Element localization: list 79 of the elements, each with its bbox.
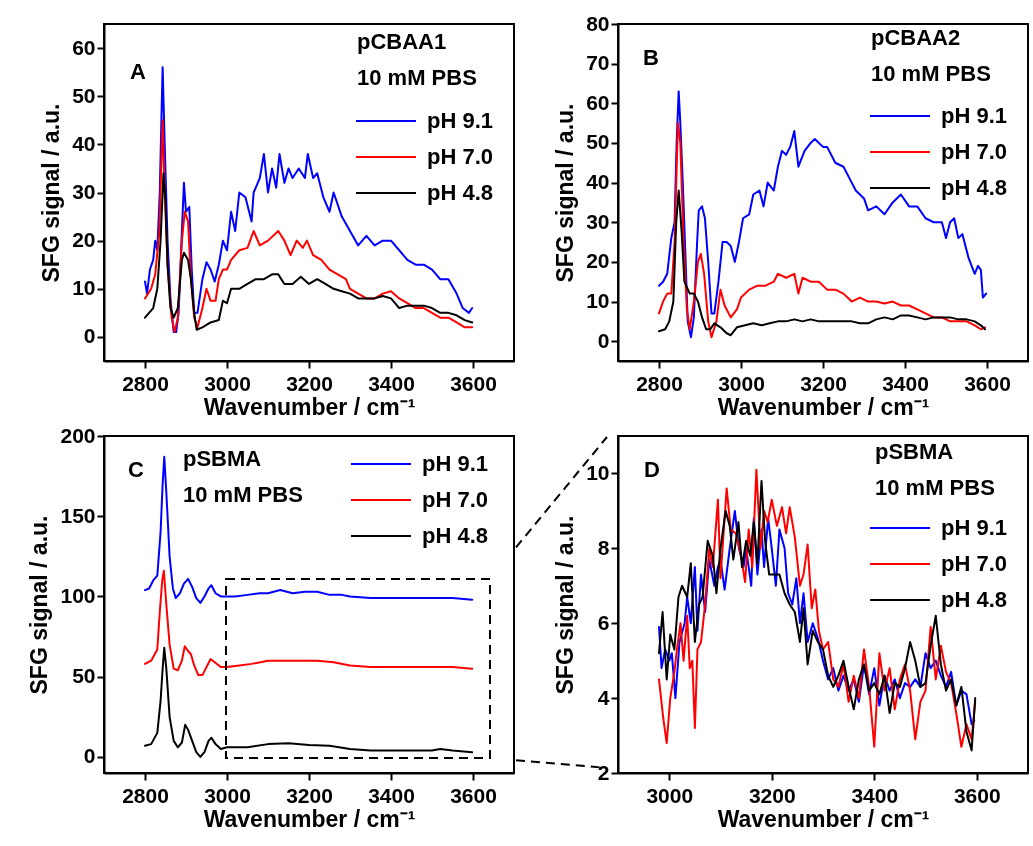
x-tick-label: 2800 — [636, 371, 683, 395]
legend-label: pH 7.0 — [427, 144, 494, 169]
x-tick-label: 3400 — [882, 371, 929, 395]
annotation: 10 mM PBS — [871, 61, 991, 86]
x-tick-label: 3000 — [204, 783, 251, 807]
x-tick-label: 3000 — [646, 783, 694, 807]
legend-label: pH 7.0 — [941, 139, 1008, 164]
x-tick-label: 3600 — [953, 783, 1001, 807]
x-tick-label: 2800 — [122, 783, 169, 807]
y-tick-label: 30 — [72, 180, 96, 203]
annotation: pSBMA — [183, 446, 262, 471]
annotation: 10 mM PBS — [875, 475, 995, 500]
annotation: 10 mM PBS — [357, 65, 477, 90]
y-tick-label: 30 — [586, 209, 610, 233]
y-tick-label: 50 — [72, 83, 96, 107]
legend-label: pH 4.8 — [941, 175, 1008, 200]
x-tick-label: 3400 — [851, 783, 899, 807]
y-tick-label: 10 — [586, 289, 610, 313]
x-axis-title: Wavenumber / cm⁻¹ — [203, 393, 416, 420]
y-tick-label: 50 — [72, 664, 96, 688]
annotation: pCBAA1 — [357, 29, 447, 54]
y-tick-label: 20 — [72, 228, 96, 252]
y-tick-label: 0 — [83, 324, 96, 348]
legend-label: pH 7.0 — [941, 551, 1008, 576]
legend-label: pH 7.0 — [422, 487, 489, 512]
y-tick-label: 200 — [60, 423, 96, 447]
y-tick-label: 20 — [586, 249, 610, 273]
x-tick-label: 3000 — [718, 371, 765, 395]
y-tick-label: 0 — [83, 744, 96, 768]
y-axis-title: SFG signal / a.u. — [26, 515, 53, 695]
x-tick-label: 3600 — [964, 371, 1011, 395]
annotation: C — [128, 457, 144, 482]
y-tick-label: 4 — [597, 685, 610, 709]
legend-label: pH 9.1 — [427, 108, 494, 133]
x-tick-label: 3000 — [204, 371, 251, 395]
y-tick-label: 10 — [586, 460, 610, 484]
annotation: B — [643, 45, 659, 70]
y-tick-label: 100 — [60, 583, 96, 607]
x-axis-title: Wavenumber / cm⁻¹ — [203, 805, 416, 832]
x-tick-label: 3200 — [286, 371, 333, 395]
annotation: A — [130, 59, 146, 84]
annotation: 10 mM PBS — [183, 482, 303, 507]
x-tick-label: 3200 — [748, 783, 796, 807]
y-tick-label: 40 — [586, 170, 610, 194]
legend-label: pH 9.1 — [941, 103, 1008, 128]
annotation: pSBMA — [875, 439, 954, 464]
y-tick-label: 150 — [60, 503, 96, 527]
x-axis-title: Wavenumber / cm⁻¹ — [717, 805, 930, 832]
y-tick-label: 40 — [72, 131, 96, 155]
x-tick-label: 2800 — [122, 371, 169, 395]
legend-label: pH 4.8 — [427, 180, 494, 205]
x-tick-label: 3200 — [286, 783, 333, 807]
y-tick-label: 8 — [597, 535, 610, 559]
y-tick-label: 60 — [586, 90, 610, 114]
x-tick-label: 3600 — [450, 371, 497, 395]
legend-label: pH 9.1 — [422, 451, 489, 476]
y-tick-label: 80 — [586, 11, 610, 35]
annotation: pCBAA2 — [871, 25, 961, 50]
y-axis-title: SFG signal / a.u. — [552, 515, 579, 695]
line-series — [144, 569, 474, 677]
y-tick-label: 2 — [597, 760, 610, 784]
legend-label: pH 4.8 — [422, 523, 489, 548]
y-tick-label: 60 — [72, 35, 96, 59]
x-tick-label: 3400 — [368, 371, 415, 395]
x-axis-title: Wavenumber / cm⁻¹ — [717, 393, 930, 420]
y-axis-title: SFG signal / a.u. — [38, 103, 65, 283]
legend-label: pH 4.8 — [941, 587, 1008, 612]
x-tick-label: 3200 — [800, 371, 847, 395]
x-tick-label: 3600 — [450, 783, 497, 807]
y-tick-label: 70 — [586, 51, 610, 75]
y-tick-label: 0 — [597, 328, 610, 352]
line-series — [144, 646, 474, 758]
y-tick-label: 10 — [72, 276, 96, 300]
x-tick-label: 3400 — [368, 783, 415, 807]
y-tick-label: 6 — [597, 610, 610, 634]
legend-label: pH 9.1 — [941, 515, 1008, 540]
annotation: D — [644, 457, 660, 482]
y-axis-title: SFG signal / a.u. — [552, 103, 579, 283]
y-tick-label: 50 — [586, 130, 610, 154]
